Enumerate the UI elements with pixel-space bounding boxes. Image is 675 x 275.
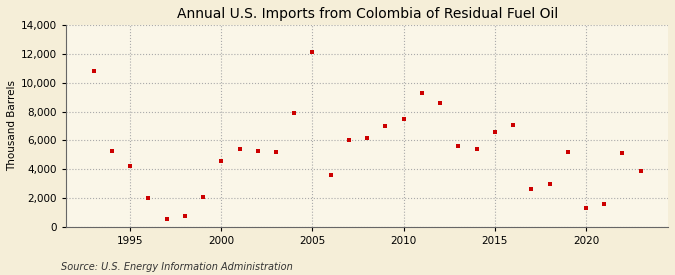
Point bbox=[489, 130, 500, 134]
Point bbox=[180, 214, 190, 218]
Point bbox=[161, 217, 172, 221]
Point bbox=[599, 202, 610, 206]
Point bbox=[544, 182, 555, 186]
Point bbox=[617, 151, 628, 156]
Point bbox=[526, 187, 537, 192]
Text: Source: U.S. Energy Information Administration: Source: U.S. Energy Information Administ… bbox=[61, 262, 292, 272]
Point bbox=[471, 147, 482, 151]
Point bbox=[435, 101, 446, 105]
Point bbox=[362, 135, 373, 140]
Point bbox=[325, 173, 336, 177]
Point bbox=[107, 148, 117, 153]
Point bbox=[508, 122, 518, 127]
Point bbox=[252, 148, 263, 153]
Point bbox=[234, 147, 245, 151]
Y-axis label: Thousand Barrels: Thousand Barrels bbox=[7, 81, 17, 171]
Point bbox=[562, 150, 573, 154]
Title: Annual U.S. Imports from Colombia of Residual Fuel Oil: Annual U.S. Imports from Colombia of Res… bbox=[177, 7, 558, 21]
Point bbox=[88, 69, 99, 73]
Point bbox=[271, 150, 281, 154]
Point bbox=[635, 169, 646, 173]
Point bbox=[344, 138, 354, 143]
Point bbox=[453, 144, 464, 148]
Point bbox=[198, 194, 209, 199]
Point bbox=[216, 158, 227, 163]
Point bbox=[125, 164, 136, 169]
Point bbox=[380, 124, 391, 128]
Point bbox=[289, 111, 300, 115]
Point bbox=[416, 90, 427, 95]
Point bbox=[143, 196, 154, 200]
Point bbox=[307, 50, 318, 54]
Point bbox=[398, 117, 409, 121]
Point bbox=[580, 206, 591, 210]
